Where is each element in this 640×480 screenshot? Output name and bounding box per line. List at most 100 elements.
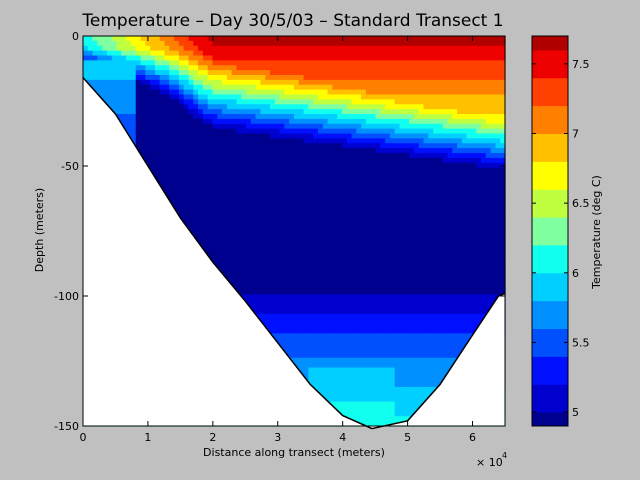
field-cell — [226, 109, 233, 115]
field-cell — [346, 279, 353, 286]
field-cell — [284, 55, 290, 61]
field-cell — [346, 162, 353, 169]
field-cell — [341, 177, 348, 183]
field-cell — [365, 250, 372, 256]
field-cell — [341, 148, 348, 154]
field-cell — [217, 55, 223, 61]
field-cell — [246, 36, 252, 42]
field-cell — [289, 260, 295, 266]
field-cell — [298, 172, 305, 178]
field-cell — [308, 338, 314, 344]
field-cell — [198, 94, 204, 100]
field-cell — [111, 45, 118, 52]
field-cell — [284, 138, 290, 144]
field-cell — [380, 172, 386, 178]
field-cell — [164, 104, 170, 110]
field-cell — [308, 235, 314, 242]
field-cell — [255, 70, 262, 76]
field-cell — [226, 226, 233, 232]
field-cell — [164, 157, 170, 164]
field-cell — [351, 201, 357, 208]
field-cell — [346, 401, 353, 408]
field-cell — [140, 118, 146, 125]
field-cell — [83, 75, 89, 81]
field-cell — [370, 162, 377, 169]
field-cell — [284, 133, 290, 139]
field-cell — [279, 50, 286, 57]
field-cell — [365, 367, 372, 373]
field-cell — [332, 192, 338, 198]
field-cell — [92, 36, 98, 42]
field-cell — [202, 177, 209, 183]
field-cell — [270, 260, 276, 266]
field-cell — [212, 99, 218, 105]
field-cell — [246, 99, 252, 105]
field-cell — [159, 157, 166, 164]
field-cell — [241, 153, 247, 159]
field-cell — [212, 138, 218, 144]
field-cell — [169, 75, 175, 81]
field-cell — [370, 172, 377, 178]
field-cell — [270, 309, 276, 315]
field-cell — [337, 40, 343, 47]
field-cell — [231, 226, 238, 232]
field-cell — [169, 109, 175, 115]
field-cell — [303, 138, 309, 144]
field-cell — [303, 343, 309, 349]
field-cell — [322, 201, 329, 208]
field-cell — [284, 75, 290, 81]
field-cell — [356, 221, 362, 227]
field-cell — [322, 167, 329, 174]
field-cell — [322, 216, 329, 222]
field-cell — [327, 396, 333, 403]
field-cell — [226, 128, 233, 135]
field-cell — [279, 211, 286, 217]
field-cell — [351, 162, 357, 169]
field-cell — [365, 318, 372, 325]
field-cell — [241, 109, 247, 115]
field-cell — [188, 192, 194, 198]
field-cell — [193, 153, 199, 159]
field-cell — [380, 60, 386, 66]
field-cell — [370, 304, 377, 310]
field-cell — [126, 65, 132, 71]
field-cell — [327, 382, 333, 388]
field-cell — [270, 294, 276, 300]
field-cell — [255, 79, 262, 86]
field-cell — [154, 45, 161, 52]
field-cell — [332, 367, 338, 373]
field-cell — [308, 299, 314, 305]
field-cell — [212, 250, 218, 256]
field-cell — [341, 133, 348, 139]
field-cell — [337, 318, 343, 325]
field-cell — [116, 114, 122, 120]
field-cell — [337, 265, 343, 271]
field-cell — [332, 357, 338, 364]
field-cell — [308, 323, 314, 330]
field-cell — [298, 240, 305, 247]
field-cell — [346, 289, 353, 295]
field-cell — [178, 60, 185, 66]
field-cell — [265, 231, 271, 237]
field-cell — [294, 133, 300, 139]
field-cell — [375, 167, 381, 174]
field-cell — [303, 240, 309, 247]
field-cell — [356, 167, 362, 174]
field-cell — [356, 138, 362, 144]
field-cell — [174, 94, 180, 100]
field-cell — [298, 304, 305, 310]
field-cell — [298, 65, 305, 71]
field-cell — [346, 89, 353, 96]
field-cell — [284, 36, 290, 42]
field-cell — [265, 255, 271, 261]
field-cell — [126, 50, 132, 57]
field-cell — [322, 55, 329, 61]
field-cell — [241, 65, 247, 71]
field-cell — [188, 118, 194, 125]
field-cell — [361, 372, 367, 378]
field-cell — [169, 138, 175, 144]
field-cell — [284, 299, 290, 305]
field-cell — [193, 133, 199, 139]
field-cell — [294, 123, 300, 130]
field-cell — [303, 70, 309, 76]
